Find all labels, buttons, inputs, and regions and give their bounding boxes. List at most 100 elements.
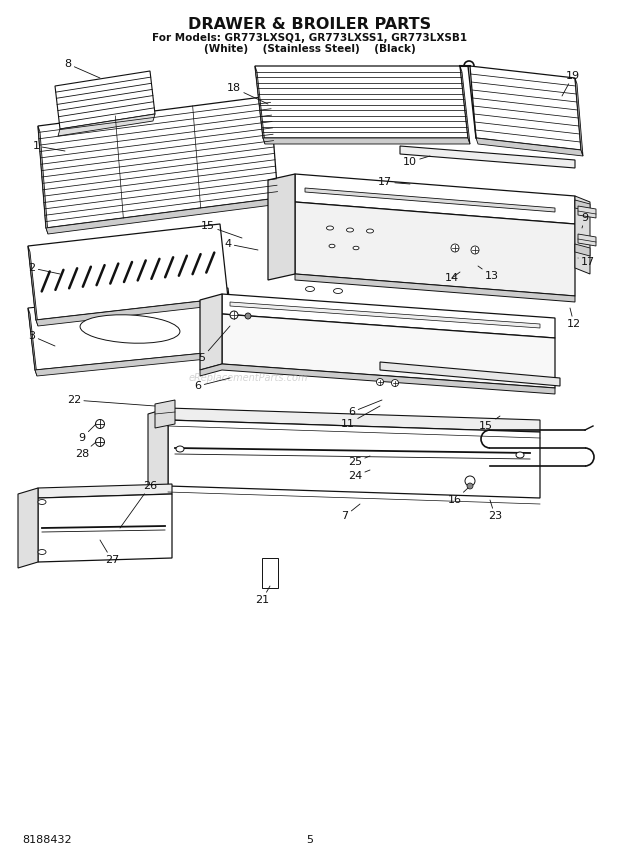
Polygon shape bbox=[575, 78, 583, 156]
Ellipse shape bbox=[353, 247, 359, 250]
Text: 24: 24 bbox=[348, 470, 370, 481]
Text: For Models: GR773LXSQ1, GR773LXSS1, GR773LXSB1: For Models: GR773LXSQ1, GR773LXSS1, GR77… bbox=[153, 33, 467, 43]
Polygon shape bbox=[222, 294, 555, 338]
Polygon shape bbox=[263, 138, 470, 144]
Text: 4: 4 bbox=[224, 239, 258, 250]
Text: 28: 28 bbox=[75, 442, 96, 459]
Polygon shape bbox=[55, 71, 155, 129]
Ellipse shape bbox=[38, 550, 46, 555]
Polygon shape bbox=[36, 298, 230, 326]
Polygon shape bbox=[28, 308, 37, 376]
Text: 7: 7 bbox=[342, 504, 360, 521]
Polygon shape bbox=[35, 350, 237, 376]
Ellipse shape bbox=[176, 446, 184, 452]
Polygon shape bbox=[295, 174, 575, 224]
Polygon shape bbox=[28, 224, 228, 320]
Ellipse shape bbox=[347, 228, 353, 232]
Text: 14: 14 bbox=[445, 272, 460, 283]
Polygon shape bbox=[28, 246, 38, 326]
Polygon shape bbox=[470, 66, 581, 150]
Polygon shape bbox=[155, 400, 175, 428]
Text: DRAWER & BROILER PARTS: DRAWER & BROILER PARTS bbox=[188, 16, 432, 32]
Polygon shape bbox=[295, 274, 575, 302]
Text: 8: 8 bbox=[64, 59, 100, 78]
Text: 27: 27 bbox=[100, 540, 119, 565]
Text: 9: 9 bbox=[582, 213, 588, 228]
Polygon shape bbox=[28, 288, 235, 370]
Text: 10: 10 bbox=[403, 156, 430, 167]
Text: 22: 22 bbox=[67, 395, 155, 406]
Polygon shape bbox=[58, 114, 155, 136]
Polygon shape bbox=[578, 234, 596, 246]
Circle shape bbox=[245, 313, 251, 319]
Polygon shape bbox=[200, 364, 555, 394]
Polygon shape bbox=[575, 200, 590, 212]
Circle shape bbox=[376, 378, 384, 385]
Circle shape bbox=[451, 244, 459, 252]
Polygon shape bbox=[200, 294, 222, 370]
Circle shape bbox=[95, 419, 105, 429]
Polygon shape bbox=[18, 488, 38, 568]
Text: 15: 15 bbox=[479, 416, 500, 431]
Circle shape bbox=[230, 311, 238, 319]
Ellipse shape bbox=[516, 452, 524, 458]
Text: 6: 6 bbox=[348, 400, 382, 417]
Circle shape bbox=[467, 483, 473, 489]
Polygon shape bbox=[38, 484, 172, 498]
Text: 18: 18 bbox=[227, 83, 268, 104]
Text: 13: 13 bbox=[478, 266, 499, 281]
Text: 6: 6 bbox=[195, 378, 230, 391]
Text: 17: 17 bbox=[578, 257, 595, 267]
Text: (White)    (Stainless Steel)    (Black): (White) (Stainless Steel) (Black) bbox=[204, 44, 416, 54]
Polygon shape bbox=[46, 198, 280, 234]
Polygon shape bbox=[262, 558, 278, 588]
Ellipse shape bbox=[38, 500, 46, 504]
Ellipse shape bbox=[334, 288, 342, 294]
Ellipse shape bbox=[80, 315, 180, 343]
Polygon shape bbox=[38, 126, 48, 234]
Text: 9: 9 bbox=[79, 424, 96, 443]
Ellipse shape bbox=[366, 229, 373, 233]
Polygon shape bbox=[222, 314, 555, 388]
Text: 11: 11 bbox=[341, 406, 380, 429]
Polygon shape bbox=[148, 408, 168, 492]
Text: 8188432: 8188432 bbox=[22, 835, 72, 845]
Polygon shape bbox=[305, 188, 555, 212]
Text: 15: 15 bbox=[201, 221, 242, 238]
Text: 12: 12 bbox=[567, 308, 581, 329]
Circle shape bbox=[465, 476, 475, 486]
Polygon shape bbox=[38, 494, 172, 562]
Polygon shape bbox=[460, 66, 470, 144]
Polygon shape bbox=[38, 96, 278, 228]
Polygon shape bbox=[230, 302, 540, 328]
Text: 25: 25 bbox=[348, 456, 370, 467]
Circle shape bbox=[95, 437, 105, 447]
Circle shape bbox=[391, 379, 399, 387]
Polygon shape bbox=[268, 174, 295, 280]
Polygon shape bbox=[255, 66, 468, 138]
Polygon shape bbox=[575, 244, 590, 256]
Text: 16: 16 bbox=[448, 488, 468, 505]
Polygon shape bbox=[575, 196, 590, 274]
Polygon shape bbox=[295, 202, 575, 296]
Text: 26: 26 bbox=[120, 481, 157, 528]
Polygon shape bbox=[476, 138, 583, 156]
Polygon shape bbox=[578, 206, 596, 218]
Polygon shape bbox=[380, 362, 560, 386]
Ellipse shape bbox=[327, 226, 334, 230]
Text: 2: 2 bbox=[29, 263, 60, 274]
Text: 5: 5 bbox=[198, 326, 230, 363]
Text: 1: 1 bbox=[32, 141, 65, 151]
Text: 5: 5 bbox=[306, 835, 314, 845]
Ellipse shape bbox=[329, 244, 335, 247]
Polygon shape bbox=[168, 420, 540, 498]
Polygon shape bbox=[168, 408, 540, 432]
Text: eReplacementParts.com: eReplacementParts.com bbox=[188, 373, 308, 383]
Polygon shape bbox=[255, 66, 265, 144]
Text: 21: 21 bbox=[255, 586, 270, 605]
Ellipse shape bbox=[306, 287, 314, 292]
Polygon shape bbox=[400, 146, 575, 168]
Text: 23: 23 bbox=[488, 500, 502, 521]
Text: 17: 17 bbox=[378, 177, 410, 187]
Circle shape bbox=[471, 246, 479, 254]
